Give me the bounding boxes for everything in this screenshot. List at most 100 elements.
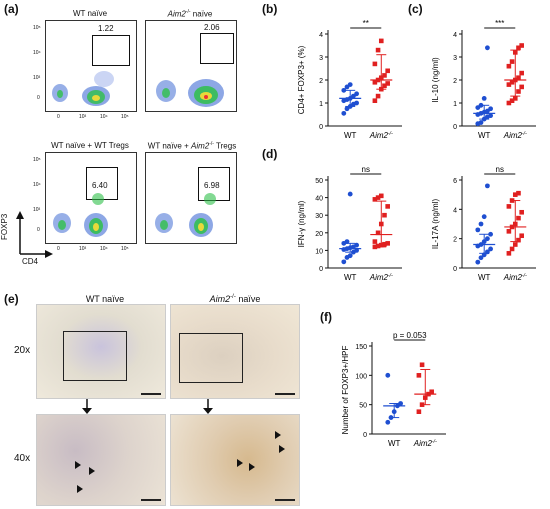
data-point: [506, 100, 512, 106]
data-point: [519, 233, 524, 239]
data-point: [354, 242, 359, 248]
scale-bar: [275, 499, 295, 501]
flow-y-axis-label: FOXP3: [0, 213, 9, 240]
flow-xtick: 10⁴: [100, 114, 108, 120]
data-point: [385, 68, 390, 74]
axis-arrow-icon: [16, 211, 53, 258]
data-point: [416, 409, 422, 415]
data-point: [481, 214, 487, 220]
flow-title-3: WT naïve + WT Tregs: [51, 141, 129, 150]
row-label-40x: 40x: [14, 453, 31, 464]
significance-label: ns: [496, 165, 504, 174]
x-tick-sup: -/-: [388, 131, 393, 137]
flow-xtick: 10³: [79, 114, 87, 120]
panel-a-label: (a): [4, 2, 19, 16]
data-point: [375, 93, 381, 99]
data-point: [475, 259, 481, 265]
data-point: [512, 192, 518, 197]
data-point: [385, 204, 390, 209]
data-point: [382, 212, 387, 218]
data-point: [516, 190, 521, 196]
data-point: [512, 242, 518, 247]
data-point: [509, 98, 515, 103]
data-point: [519, 209, 524, 215]
data-point: [488, 113, 493, 119]
y-tick-label: 2: [453, 237, 457, 244]
flow-title-1: WT naïve: [72, 9, 108, 18]
x-tick-sup: -/-: [432, 439, 437, 445]
y-tick-label: 2: [319, 78, 323, 85]
data-point: [488, 106, 493, 112]
y-tick-label: 0: [319, 266, 323, 273]
chart-d: 0 10 20 30 40 50 IFN-γ (ng/ml) WT Aim2-/- ns: [297, 165, 402, 282]
data-point: [375, 230, 381, 236]
data-point: [506, 204, 512, 209]
data-point: [354, 100, 359, 106]
data-point: [485, 183, 490, 189]
significance-label: p = 0.053: [393, 331, 427, 340]
data-point: [516, 45, 521, 51]
scale-bar: [141, 393, 161, 395]
y-tick-label: 0: [363, 432, 367, 439]
y-axis-label: Number of FOXP3+/HPF: [341, 346, 350, 435]
flow-ytick: 10⁵: [33, 157, 41, 163]
data-point: [375, 243, 381, 249]
data-point: [519, 70, 524, 76]
data-point: [519, 84, 524, 90]
y-tick-label: 10: [315, 248, 323, 255]
data-point: [382, 73, 387, 78]
flow-xtick: 10⁴: [100, 246, 108, 252]
y-tick-label: 40: [315, 196, 323, 203]
data-point: [375, 195, 381, 200]
data-point: [347, 253, 353, 259]
flow-density: [156, 79, 224, 107]
flow-plot-wt-naive: 1.22: [45, 20, 137, 112]
scale-bar: [275, 393, 295, 395]
y-tick-label: 100: [355, 373, 367, 380]
flow-xtick: 10³: [79, 246, 87, 252]
y-tick-label: 3: [319, 55, 323, 62]
data-point: [385, 419, 391, 425]
x-tick-label: Aim2-/-: [369, 131, 393, 140]
data-point: [506, 82, 512, 87]
data-point: [378, 38, 384, 44]
data-point: [509, 59, 515, 64]
data-point: [509, 80, 515, 85]
panel-b-label: (b): [262, 2, 278, 16]
flow-xtick: 10⁵: [121, 114, 129, 120]
data-point: [385, 241, 390, 246]
arrow-down-icon: [82, 399, 92, 414]
data-point: [372, 98, 378, 103]
y-tick-label: 6: [453, 178, 457, 185]
histo-col-title-wt: WT naïve: [85, 294, 125, 304]
x-tick-label: WT: [478, 273, 491, 282]
y-tick-label: 4: [453, 207, 457, 214]
x-tick-sup: -/-: [522, 273, 527, 279]
data-point: [372, 80, 378, 85]
flow-ytick: 10⁴: [33, 50, 41, 56]
x-tick-label: WT: [344, 273, 357, 282]
data-point: [416, 373, 422, 378]
y-tick-label: 1: [319, 101, 323, 108]
chart-b: 0 1 2 3 4 CD4+ FOXP3+ (%) WT Aim2-/- **: [297, 19, 402, 140]
gate-percent: 2.06: [204, 23, 220, 32]
flow-title-4: WT naïve + Aim2-/- Tregs: [147, 141, 237, 151]
flow-title-2: Aim2-/- naïve: [167, 9, 213, 19]
y-tick-label: 0: [453, 266, 457, 273]
data-point: [516, 89, 521, 94]
data-point: [372, 197, 378, 202]
gate-percent: 1.22: [98, 24, 114, 33]
x-tick-sup: -/-: [388, 273, 393, 279]
flow-xtick: 0: [57, 246, 60, 252]
data-point: [398, 401, 403, 406]
x-tick-label: WT: [344, 131, 357, 140]
y-tick-label: 50: [359, 403, 367, 410]
data-point: [485, 45, 490, 51]
y-tick-label: 150: [355, 344, 367, 351]
y-axis-label: IL-17A (ng/ml): [431, 199, 440, 250]
data-point: [382, 241, 387, 247]
flow-ytick: 0: [37, 95, 40, 101]
data-point: [478, 221, 484, 227]
panel-f-label: (f): [320, 310, 332, 324]
data-point: [385, 81, 390, 86]
